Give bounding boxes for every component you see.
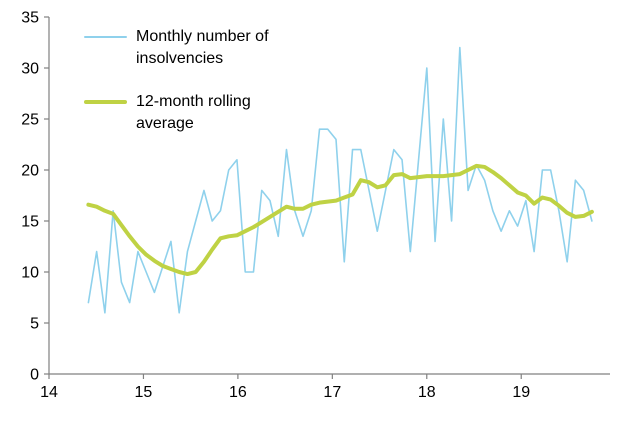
y-axis-tick-label: 20 bbox=[21, 163, 39, 180]
legend: Monthly number of insolvencies 12-month … bbox=[84, 26, 314, 156]
y-axis-tick-label: 15 bbox=[21, 214, 39, 231]
monthly-insolvencies-line-swatch bbox=[84, 36, 127, 38]
x-axis-tick-label: 16 bbox=[229, 384, 247, 401]
x-axis-tick-label: 17 bbox=[323, 384, 341, 401]
x-axis-tick-label: 18 bbox=[418, 384, 436, 401]
x-axis-tick-label: 15 bbox=[135, 384, 153, 401]
y-axis-tick-label: 25 bbox=[21, 112, 39, 129]
y-axis-tick-label: 10 bbox=[21, 265, 39, 282]
legend-label-rolling-average: 12-month rolling average bbox=[136, 93, 251, 132]
y-axis-tick-label: 5 bbox=[30, 316, 39, 333]
y-axis-tick-label: 0 bbox=[30, 367, 39, 384]
rolling-average-line-swatch bbox=[84, 100, 127, 104]
x-axis-tick-label: 14 bbox=[40, 384, 58, 401]
legend-item-rolling-average: 12-month rolling average bbox=[84, 91, 314, 135]
legend-item-monthly-insolvencies: Monthly number of insolvencies bbox=[84, 26, 314, 70]
x-axis-tick-label: 19 bbox=[512, 384, 530, 401]
rolling-average-line bbox=[86, 163, 594, 277]
y-axis-tick-label: 35 bbox=[21, 10, 39, 27]
legend-label-monthly-insolvencies: Monthly number of insolvencies bbox=[136, 28, 269, 67]
y-axis-tick-label: 30 bbox=[21, 61, 39, 78]
